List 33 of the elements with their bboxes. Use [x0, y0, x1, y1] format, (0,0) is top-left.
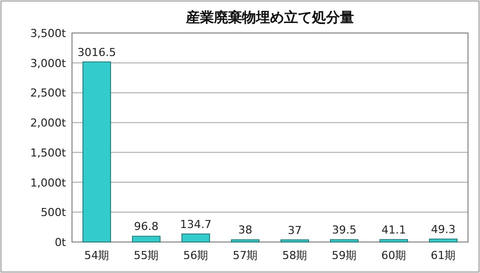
bar	[132, 236, 161, 242]
y-tick-label: 0t	[54, 236, 67, 249]
x-tick-label: 61期	[430, 249, 456, 262]
data-label: 134.7	[180, 218, 212, 231]
x-tick-label: 55期	[134, 249, 159, 262]
x-tick-label: 60期	[381, 249, 406, 262]
data-label: 3016.5	[78, 46, 116, 59]
x-tick-label: 57期	[232, 249, 258, 262]
bar	[280, 239, 310, 242]
bar	[428, 238, 458, 242]
x-tick-label: 54期	[84, 249, 110, 262]
data-label: 49.3	[431, 223, 456, 236]
x-tick-label: 59期	[332, 249, 357, 262]
bar	[379, 239, 408, 242]
bar	[82, 61, 112, 242]
y-tick-label: 2,500t	[30, 86, 67, 100]
data-label: 96.8	[134, 220, 158, 234]
x-tick-label: 58期	[282, 249, 308, 262]
data-label: 37	[288, 224, 302, 237]
chart-title: 産業廃棄物埋め立て処分量	[185, 9, 354, 26]
bar	[181, 234, 210, 242]
y-tick-label: 1,500t	[30, 146, 67, 160]
data-label: 38	[238, 224, 252, 237]
y-tick-label: 500t	[40, 206, 67, 220]
data-label: 39.5	[332, 224, 356, 237]
bar	[330, 239, 359, 242]
data-label: 41.1	[382, 224, 406, 237]
bar	[230, 239, 260, 242]
x-tick-label: 56期	[183, 249, 208, 262]
y-tick-label: 2,000t	[30, 116, 67, 130]
y-tick-label: 1,000t	[30, 176, 67, 190]
y-tick-label: 3,000t	[30, 56, 67, 70]
y-tick-label: 3,500t	[30, 27, 67, 40]
